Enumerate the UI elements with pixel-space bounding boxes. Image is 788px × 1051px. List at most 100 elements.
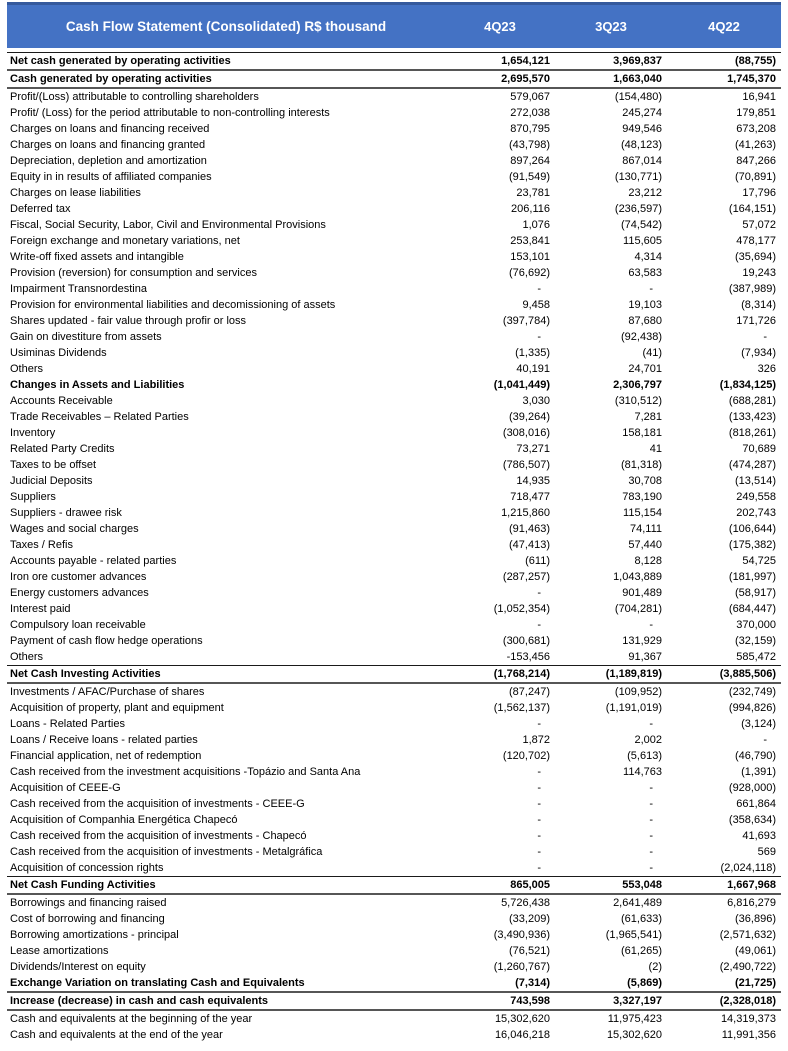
row-value: 179,851	[736, 107, 776, 119]
row-value: 3,327,197	[555, 992, 667, 1011]
row-value: 2,695,570	[445, 70, 555, 89]
row-label: Equity in in results of affiliated compa…	[10, 171, 212, 183]
table-row: Others -153,456 91,367 585,472	[7, 649, 781, 666]
row-value: (39,264)	[509, 411, 550, 423]
row-label: Financial application, net of redemption	[10, 750, 202, 762]
row-value: (13,514)	[735, 475, 776, 487]
row-label: Wages and social charges	[10, 523, 139, 535]
table-row: Net Cash Funding Activities 865,005 553,04…	[7, 876, 781, 895]
row-label: Charges on loans and financing received	[10, 123, 210, 135]
row-value: (232,749)	[728, 686, 776, 698]
table-row: Others 40,191 24,701 326	[7, 361, 781, 377]
column-header-4q23: 4Q23	[484, 19, 516, 34]
row-value: -	[763, 734, 767, 746]
row-label: Others	[10, 363, 44, 375]
table-row: Fiscal, Social Security, Labor, Civil an…	[7, 217, 781, 233]
table-row: Payment of cash flow hedge operations (30…	[7, 633, 781, 649]
table-row: Net Cash Investing Activities (1,768,214)…	[7, 665, 781, 684]
row-value: -	[537, 782, 541, 794]
row-label: Cash generated by operating activities	[7, 70, 445, 89]
row-label: Shares updated - fair value through prof…	[10, 315, 247, 327]
row-value: (109,952)	[614, 686, 662, 698]
table-row: Shares updated - fair value through prof…	[7, 313, 781, 329]
row-value: (33,209)	[509, 913, 550, 925]
row-value: 1,654,121	[445, 52, 555, 71]
row-value: 17,796	[742, 187, 776, 199]
row-value: -	[537, 830, 541, 842]
row-label: Judicial Deposits	[10, 475, 93, 487]
row-label: Lease amortizations	[10, 945, 109, 957]
table-header-band: Cash Flow Statement (Consolidated) R$ th…	[7, 2, 781, 48]
row-value: (1,335)	[515, 347, 550, 359]
row-value: -	[649, 619, 653, 631]
table-row: Borrowing amortizations - principal (3,49…	[7, 927, 781, 943]
row-value: -	[649, 862, 653, 874]
row-value: 73,271	[516, 443, 550, 455]
row-value: 585,472	[736, 651, 776, 663]
row-label: Accounts payable - related parties	[10, 555, 177, 567]
row-label: Inventory	[10, 427, 56, 439]
row-label: Related Party Credits	[10, 443, 115, 455]
row-value: 743,598	[445, 992, 555, 1011]
table-row: Suppliers 718,477 783,190 249,558	[7, 489, 781, 505]
row-label: Cash and equivalents at the beginning of…	[10, 1013, 253, 1025]
row-value: (41)	[642, 347, 662, 359]
row-label: Borrowings and financing raised	[10, 897, 167, 909]
row-label: Loans / Receive loans - related parties	[10, 734, 198, 746]
row-value: (76,521)	[509, 945, 550, 957]
table-row: Loans - Related Parties - - (3,124)	[7, 716, 781, 732]
row-value: (2,024,118)	[720, 862, 776, 874]
row-value: (387,989)	[728, 283, 776, 295]
row-label: Taxes / Refis	[10, 539, 73, 551]
row-value: 5,726,438	[501, 897, 550, 909]
table-row: Cash received from the acquisition of in…	[7, 844, 781, 860]
row-value: 7,281	[634, 411, 662, 423]
row-value: 569	[757, 846, 776, 858]
row-value: 115,605	[623, 235, 662, 247]
row-value: -	[537, 766, 541, 778]
row-value: (8,314)	[741, 299, 776, 311]
row-value: 171,726	[736, 315, 776, 327]
row-value: 553,048	[555, 876, 667, 895]
row-label: Foreign exchange and monetary variations…	[10, 235, 240, 247]
row-value: (310,512)	[614, 395, 662, 407]
row-value: (287,257)	[502, 571, 550, 583]
row-value: -	[649, 830, 653, 842]
row-value: -	[537, 619, 541, 631]
row-value: 131,929	[622, 635, 662, 647]
row-value: 3,969,837	[555, 52, 667, 71]
row-value: 41	[649, 443, 662, 455]
row-value: -	[537, 718, 541, 730]
row-label: Acquisition of concession rights	[10, 862, 164, 874]
table-row: Loans / Receive loans - related parties 1…	[7, 732, 781, 748]
row-label: Depreciation, depletion and amortization	[10, 155, 207, 167]
row-value: (91,549)	[509, 171, 550, 183]
row-value: 158,181	[622, 427, 662, 439]
row-value: 24,701	[628, 363, 662, 375]
row-value: 1,043,889	[613, 571, 662, 583]
table-row: Changes in Assets and Liabilities (1,041,…	[7, 377, 781, 393]
row-label: Exchange Variation on translating Cash a…	[7, 975, 445, 993]
row-value: (164,151)	[728, 203, 776, 215]
table-row: Trade Receivables – Related Parties (39,2…	[7, 409, 781, 425]
table-row: Accounts payable - related parties (611) 8…	[7, 553, 781, 569]
row-label: Trade Receivables – Related Parties	[10, 411, 189, 423]
row-value: (818,261)	[728, 427, 776, 439]
row-value: 41,693	[742, 830, 776, 842]
row-value: 949,546	[622, 123, 662, 135]
row-value: 2,641,489	[613, 897, 662, 909]
table-row: Cost of borrowing and financing (33,209) (…	[7, 911, 781, 927]
row-value: -	[537, 283, 541, 295]
row-value: -	[649, 718, 653, 730]
row-value: (2,571,632)	[719, 929, 776, 941]
row-value: 16,941	[742, 91, 776, 103]
row-value: 478,177	[736, 235, 776, 247]
row-label: Investments / AFAC/Purchase of shares	[10, 686, 205, 698]
row-value: (32,159)	[735, 635, 776, 647]
row-value: 897,264	[510, 155, 550, 167]
table-row: Cash received from the acquisition of in…	[7, 796, 781, 812]
row-value: (7,934)	[741, 347, 776, 359]
row-label: Fiscal, Social Security, Labor, Civil an…	[10, 219, 326, 231]
table-row: Gain on divestiture from assets - (92,438)…	[7, 329, 781, 345]
